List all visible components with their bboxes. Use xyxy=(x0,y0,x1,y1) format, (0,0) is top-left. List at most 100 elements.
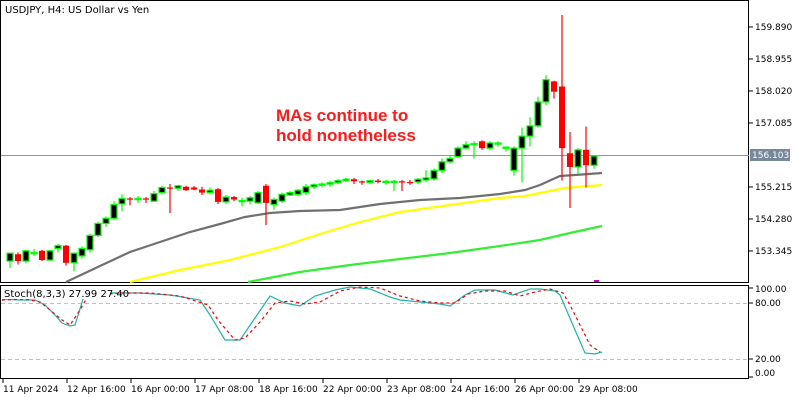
bull-candle xyxy=(534,96,542,128)
bull-candle xyxy=(438,158,446,174)
current-price-tag xyxy=(750,149,790,161)
bull-candle xyxy=(390,179,398,191)
time-label: 16 Apr 00:00 xyxy=(131,385,190,395)
bull-candle xyxy=(518,127,526,183)
bull-candle xyxy=(270,197,278,210)
svg-text:100.00: 100.00 xyxy=(755,285,787,295)
bear-candle xyxy=(215,188,221,204)
bull-candle xyxy=(22,249,30,264)
svg-text:20.00: 20.00 xyxy=(755,355,781,365)
bull-candle xyxy=(94,221,102,238)
time-label: 26 Apr 00:00 xyxy=(515,385,574,395)
bear-candle xyxy=(559,15,565,181)
bull-candle xyxy=(502,146,510,152)
bull-candle xyxy=(430,168,438,181)
bear-candle xyxy=(231,196,237,202)
bear-candle xyxy=(263,184,269,226)
bull-candle xyxy=(54,243,62,253)
bull-candle xyxy=(150,190,158,202)
time-label: 11 Apr 2024 xyxy=(3,385,59,395)
bull-candle xyxy=(102,216,110,227)
annotation-line-1: MAs continue to xyxy=(276,106,408,125)
chart-title: USDJPY, H4: US Dollar vs Yen xyxy=(5,5,149,16)
bear-candle xyxy=(183,185,189,191)
bull-candle xyxy=(158,185,166,195)
bull-candle xyxy=(294,189,302,197)
ma-mid-line xyxy=(129,183,603,284)
svg-text:158.020: 158.020 xyxy=(755,87,792,97)
bull-candle xyxy=(366,179,374,185)
stoch-label-bg xyxy=(2,287,110,299)
price-tick: 158.955 xyxy=(749,55,792,65)
price-tick: 155.215 xyxy=(749,183,792,193)
bear-candle xyxy=(479,140,485,150)
time-label: 29 Apr 08:00 xyxy=(579,385,638,395)
stoch-pane[interactable] xyxy=(0,285,749,379)
bull-candle xyxy=(134,196,142,203)
time-label: 12 Apr 16:00 xyxy=(67,385,126,395)
bull-candle xyxy=(78,246,86,259)
bull-candle xyxy=(542,75,550,106)
bear-candle xyxy=(359,180,365,185)
svg-text:159.890: 159.890 xyxy=(755,23,792,33)
time-label: 22 Apr 00:00 xyxy=(323,385,382,395)
bull-candle xyxy=(286,190,294,197)
bear-candle xyxy=(167,184,173,214)
bull-candle xyxy=(174,184,182,191)
price-axis[interactable]: 159.890 158.955 158.020 157.085 155.215 … xyxy=(749,23,792,257)
bull-candle xyxy=(526,117,534,147)
stoch-axis[interactable]: 100.00 80.00 20.00 0.00 xyxy=(749,285,787,379)
bear-candle xyxy=(375,178,381,184)
svg-text:154.280: 154.280 xyxy=(755,215,792,225)
svg-text:155.215: 155.215 xyxy=(755,183,792,193)
bear-candle xyxy=(191,186,197,191)
bull-candle xyxy=(486,141,494,150)
current-price-label: 156.103 xyxy=(752,151,789,161)
event-marker xyxy=(594,280,599,282)
bear-candle xyxy=(15,252,21,265)
bull-candle xyxy=(510,146,518,176)
bull-candle xyxy=(278,192,286,203)
price-tick: 153.345 xyxy=(749,247,792,257)
svg-text:0.00: 0.00 xyxy=(755,369,775,379)
annotation-line-2: hold nonetheless xyxy=(276,126,416,145)
bull-candle xyxy=(342,177,350,183)
bull-candle xyxy=(302,184,310,196)
bull-candle xyxy=(590,155,598,169)
bull-candle xyxy=(462,141,470,150)
bull-candle xyxy=(238,197,246,207)
bull-candle xyxy=(246,196,254,205)
svg-text:153.345: 153.345 xyxy=(755,247,792,257)
bull-candle xyxy=(422,170,430,183)
ma-slow-line xyxy=(247,224,603,284)
svg-text:158.955: 158.955 xyxy=(755,55,792,65)
bear-candle xyxy=(407,179,413,185)
stochastic-lines xyxy=(1,286,603,355)
bull-candle xyxy=(318,182,326,188)
time-label: 24 Apr 16:00 xyxy=(451,385,510,395)
bear-candle xyxy=(63,244,69,266)
bull-candle xyxy=(46,249,54,262)
price-pane[interactable] xyxy=(0,0,749,283)
stoch-main-line xyxy=(1,286,603,355)
time-axis[interactable]: 11 Apr 2024 12 Apr 16:00 16 Apr 00:00 17… xyxy=(2,379,638,395)
bull-candle xyxy=(310,183,318,190)
bull-candle xyxy=(494,141,502,147)
bear-candle xyxy=(127,197,133,206)
bull-candle xyxy=(222,195,230,204)
bull-candle xyxy=(454,146,462,159)
bull-candle xyxy=(206,187,214,195)
bear-candle xyxy=(143,197,149,203)
price-tick: 159.890 xyxy=(749,23,792,33)
bull-candle xyxy=(574,148,582,174)
moving-averages xyxy=(65,171,603,284)
time-label: 17 Apr 08:00 xyxy=(195,385,254,395)
bear-candle xyxy=(199,186,205,196)
time-label: 18 Apr 16:00 xyxy=(259,385,318,395)
price-tick: 157.085 xyxy=(749,119,792,129)
bull-candle xyxy=(446,154,454,164)
stoch-signal-line xyxy=(1,286,601,353)
bull-candle xyxy=(118,194,126,212)
bull-candle xyxy=(382,179,390,185)
